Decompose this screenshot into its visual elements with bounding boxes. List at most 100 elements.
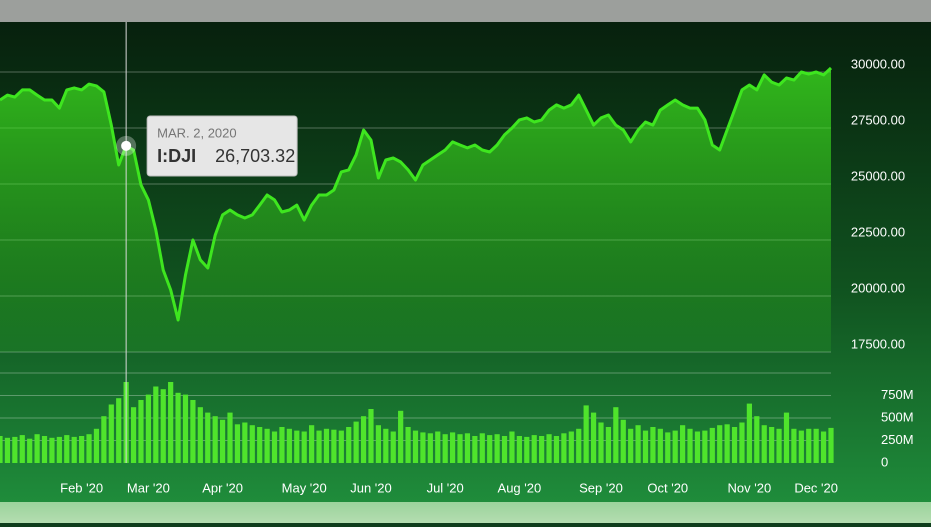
price-area (0, 68, 831, 352)
volume-bar (160, 389, 166, 463)
bottom-band (0, 502, 931, 523)
volume-bar (583, 405, 589, 463)
volume-bar (783, 412, 790, 463)
volume-bar (435, 431, 441, 463)
volume-bar (19, 435, 25, 463)
volume-bar (294, 430, 300, 463)
price-line (0, 66, 833, 322)
volume-bar (479, 433, 485, 463)
volume-bar (613, 407, 619, 463)
volume-bar (286, 428, 292, 463)
tooltip-symbol: I:DJI (157, 146, 196, 166)
volume-bar (227, 412, 233, 463)
tooltip-box (146, 115, 298, 177)
y2-tick-label: 250M (881, 432, 914, 447)
y2-tick-label: 750M (881, 387, 914, 402)
volume-bar (553, 436, 560, 463)
volume-bar (650, 427, 656, 463)
y2-tick-label: 500M (881, 409, 914, 424)
x-tick-label: May '20 (282, 480, 327, 495)
volume-bar (724, 424, 730, 463)
volume-bar (242, 422, 248, 463)
volume-bar (494, 434, 500, 463)
volume-bar (346, 427, 352, 463)
volume-bar (279, 427, 285, 463)
volume-bar (219, 419, 226, 463)
volume-bar (353, 421, 359, 463)
volume-bar (605, 427, 612, 463)
x-tick-label: Nov '20 (728, 480, 772, 495)
volume-bar (41, 436, 48, 463)
volume-bar (509, 431, 515, 463)
volume-bar (561, 433, 567, 463)
volume-bar (34, 434, 40, 463)
volume-bar (449, 432, 456, 463)
volume-bar (427, 433, 433, 463)
volume-bar (687, 428, 693, 463)
volume-bar (717, 425, 723, 463)
volume-bar (0, 436, 3, 463)
x-tick-label: Aug '20 (498, 480, 542, 495)
volume-bar (4, 437, 11, 463)
volume-bar (375, 425, 382, 463)
x-tick-label: Jul '20 (427, 480, 464, 495)
x-tick-label: Oct '20 (647, 480, 688, 495)
volume-bar (197, 407, 203, 463)
volume-bar (390, 431, 396, 463)
volume-bar (309, 425, 315, 463)
volume-bar (628, 428, 634, 463)
volume-bar (487, 435, 493, 463)
volume-bar (472, 436, 478, 463)
volume-bar (368, 409, 374, 463)
volume-bar (264, 428, 270, 463)
x-tick-label: Feb '20 (60, 480, 103, 495)
volume-bar (680, 425, 686, 463)
volume-bar (806, 428, 812, 463)
volume-bar (116, 398, 122, 463)
x-tick-label: Mar '20 (127, 480, 170, 495)
volume-bar (108, 404, 114, 463)
volume-bar (694, 431, 701, 463)
volume-bar (56, 436, 62, 463)
volume-bar (175, 392, 181, 463)
y-tick-label: 25000.00 (851, 168, 905, 183)
x-tick-label: Sep '20 (579, 480, 623, 495)
volume-bar (598, 422, 604, 463)
volume-bar (568, 431, 574, 463)
volume-bar (93, 428, 100, 463)
volume-bar (754, 416, 760, 463)
volume-bar (49, 437, 55, 463)
volume-bar (182, 394, 189, 463)
volume-bar (731, 427, 738, 463)
volume-bar (813, 428, 819, 463)
volume-bar (101, 416, 107, 463)
volume-bar (412, 430, 419, 463)
y-tick-label: 22500.00 (851, 224, 905, 239)
volume-bar (71, 436, 77, 463)
volume-bar (620, 419, 626, 463)
x-tick-label: Jun '20 (350, 480, 392, 495)
volume-bar (672, 430, 678, 463)
volume-bar (457, 434, 463, 463)
volume-bar (769, 427, 775, 463)
volume-bar (405, 427, 411, 463)
y-tick-label: 30000.00 (851, 56, 905, 71)
volume-bar (657, 428, 663, 463)
volume-bar (820, 431, 827, 463)
y2-tick-label: 0 (881, 454, 888, 469)
volume-bar (635, 425, 641, 463)
tooltip-value: 26,703.32 (215, 146, 295, 166)
volume-bar (383, 428, 389, 463)
top-band (0, 0, 931, 22)
volume-bar (761, 425, 767, 463)
volume-bar (212, 416, 218, 463)
volume-bar (168, 382, 174, 463)
y-tick-label: 20000.00 (851, 280, 905, 295)
volume-bar (665, 432, 671, 463)
volume-bar (27, 438, 33, 463)
volume-bar (539, 436, 545, 463)
volume-bar (130, 407, 137, 463)
volume-bar (702, 430, 708, 463)
